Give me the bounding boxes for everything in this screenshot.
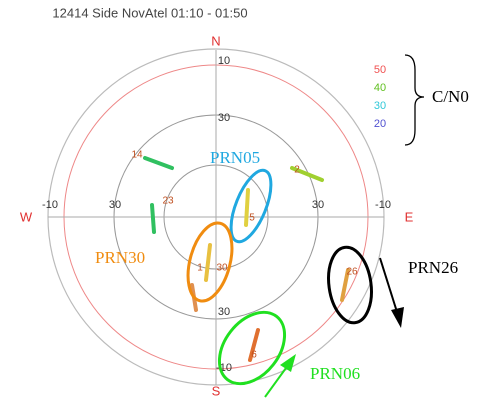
- legend-item: 20: [374, 118, 386, 130]
- sat-label: 6: [251, 350, 257, 361]
- annotation: PRN05: [210, 148, 260, 167]
- tracks: [143, 156, 350, 362]
- south: S: [212, 383, 221, 398]
- track: [340, 268, 350, 302]
- legend-item: 40: [374, 82, 386, 94]
- sat-label: 14: [131, 150, 143, 161]
- track: [248, 328, 260, 362]
- elev-label: -10: [42, 199, 58, 211]
- arrow-prn06: [264, 367, 287, 398]
- annotation: PRN26: [408, 258, 458, 277]
- track: [244, 188, 250, 227]
- highlight-prn30: [186, 221, 234, 303]
- arrowhead: [391, 307, 404, 328]
- elev-label: 30: [218, 306, 230, 318]
- track: [290, 166, 324, 182]
- sat-label: 5: [249, 213, 255, 224]
- legend-item: 50: [374, 64, 386, 76]
- elev-label: 30: [109, 199, 121, 211]
- elev-label: 10: [218, 55, 230, 67]
- highlight-prn26: [327, 245, 373, 325]
- highlight-prn06: [217, 310, 287, 386]
- north: N: [211, 33, 220, 48]
- legend-title: C/N0: [432, 87, 469, 106]
- sat-label: 1: [197, 263, 203, 274]
- sat-label: 23: [162, 196, 174, 207]
- legend-brace: [404, 54, 425, 146]
- annotation: PRN06: [310, 364, 360, 383]
- elev-label: -10: [375, 199, 391, 211]
- sat-label: 2: [294, 165, 300, 176]
- west: W: [20, 209, 33, 224]
- track: [150, 203, 156, 234]
- elev-label: 30: [312, 199, 324, 211]
- title: 12414 Side NovAtel 01:10 - 01:50: [52, 5, 247, 20]
- annotation: PRN30: [95, 248, 145, 267]
- highlight-prn05: [229, 168, 273, 244]
- arrowhead: [280, 354, 296, 372]
- legend-item: 30: [374, 100, 386, 112]
- elev-label: 30: [218, 112, 230, 124]
- sat-label: 30: [216, 263, 228, 274]
- east: E: [405, 209, 414, 224]
- track: [204, 243, 212, 282]
- track: [143, 156, 174, 170]
- arrow-prn26: [379, 257, 398, 313]
- sat-label: 26: [346, 267, 358, 278]
